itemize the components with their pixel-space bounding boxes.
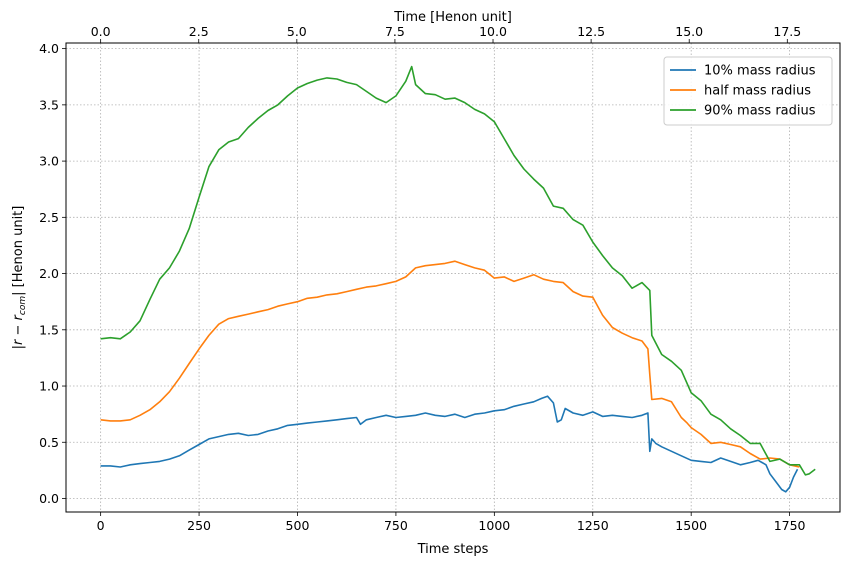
y-axis-title-bar-right: | [11,291,26,295]
plot-frame [65,42,841,513]
y-axis-title-sub: com [18,296,28,315]
x2-tick-label: 7.5 [385,24,405,39]
legend-box [663,56,833,126]
y-tick-label: 4.0 [39,41,59,56]
ticks: 0 250 500 750 1000 1250 1500 1750 0.0 2.5 5.0 7.5 10… [39,24,805,533]
x2-tick-label: 12.5 [577,24,605,39]
x2-tick-label: 10.0 [479,24,507,39]
x-tick-label: 750 [384,518,408,533]
y-tick-label: 0.5 [39,435,59,450]
x2-tick-label: 0.0 [91,24,111,39]
legend-label-2: half mass radius [704,84,811,99]
y-tick-label: 2.5 [39,210,59,225]
series-line-1 [100,395,799,493]
x-tick-label: 1750 [774,518,806,533]
series-line-2 [100,260,800,468]
x2-tick-label: 2.5 [189,24,209,39]
x2-tick-label: 17.5 [773,24,801,39]
y-axis-title-minus: − [11,320,26,339]
y-tick-label: 0.0 [39,491,59,506]
x2-axis-title: Time [Henon unit] [393,10,512,25]
y-tick-label: 1.5 [39,322,59,337]
y-tick-label: 2.0 [39,266,59,281]
y-tick-label: 3.5 [39,97,59,112]
y-axis-title-r2: r [11,313,26,320]
x-tick-label: 500 [286,518,310,533]
x-tick-label: 250 [187,518,211,533]
y-axis-title-unit: [Henon unit] [11,206,26,292]
legend: 10% mass radius half mass radius 90% mass … [663,56,833,126]
y-tick-label: 3.0 [39,154,59,169]
x2-tick-label: 15.0 [675,24,703,39]
y-tick-label: 1.0 [39,379,59,394]
x2-tick-label: 5.0 [287,24,307,39]
x-tick-label: 1000 [478,518,510,533]
grid [66,43,840,512]
legend-label-3: 90% mass radius [704,104,816,119]
y-axis-title-r: r [11,338,26,345]
legend-label-1: 10% mass radius [704,64,816,79]
x-axis-title: Time steps [417,542,489,557]
plot-lines [100,65,816,493]
x-tick-label: 1500 [675,518,707,533]
x-tick-label: 0 [97,518,105,533]
y-axis-title: |r − rcom| [Henon unit] [11,206,28,350]
y-axis-title-bar-left: | [11,345,26,349]
x-tick-label: 1250 [577,518,609,533]
series-line-3 [100,65,816,476]
